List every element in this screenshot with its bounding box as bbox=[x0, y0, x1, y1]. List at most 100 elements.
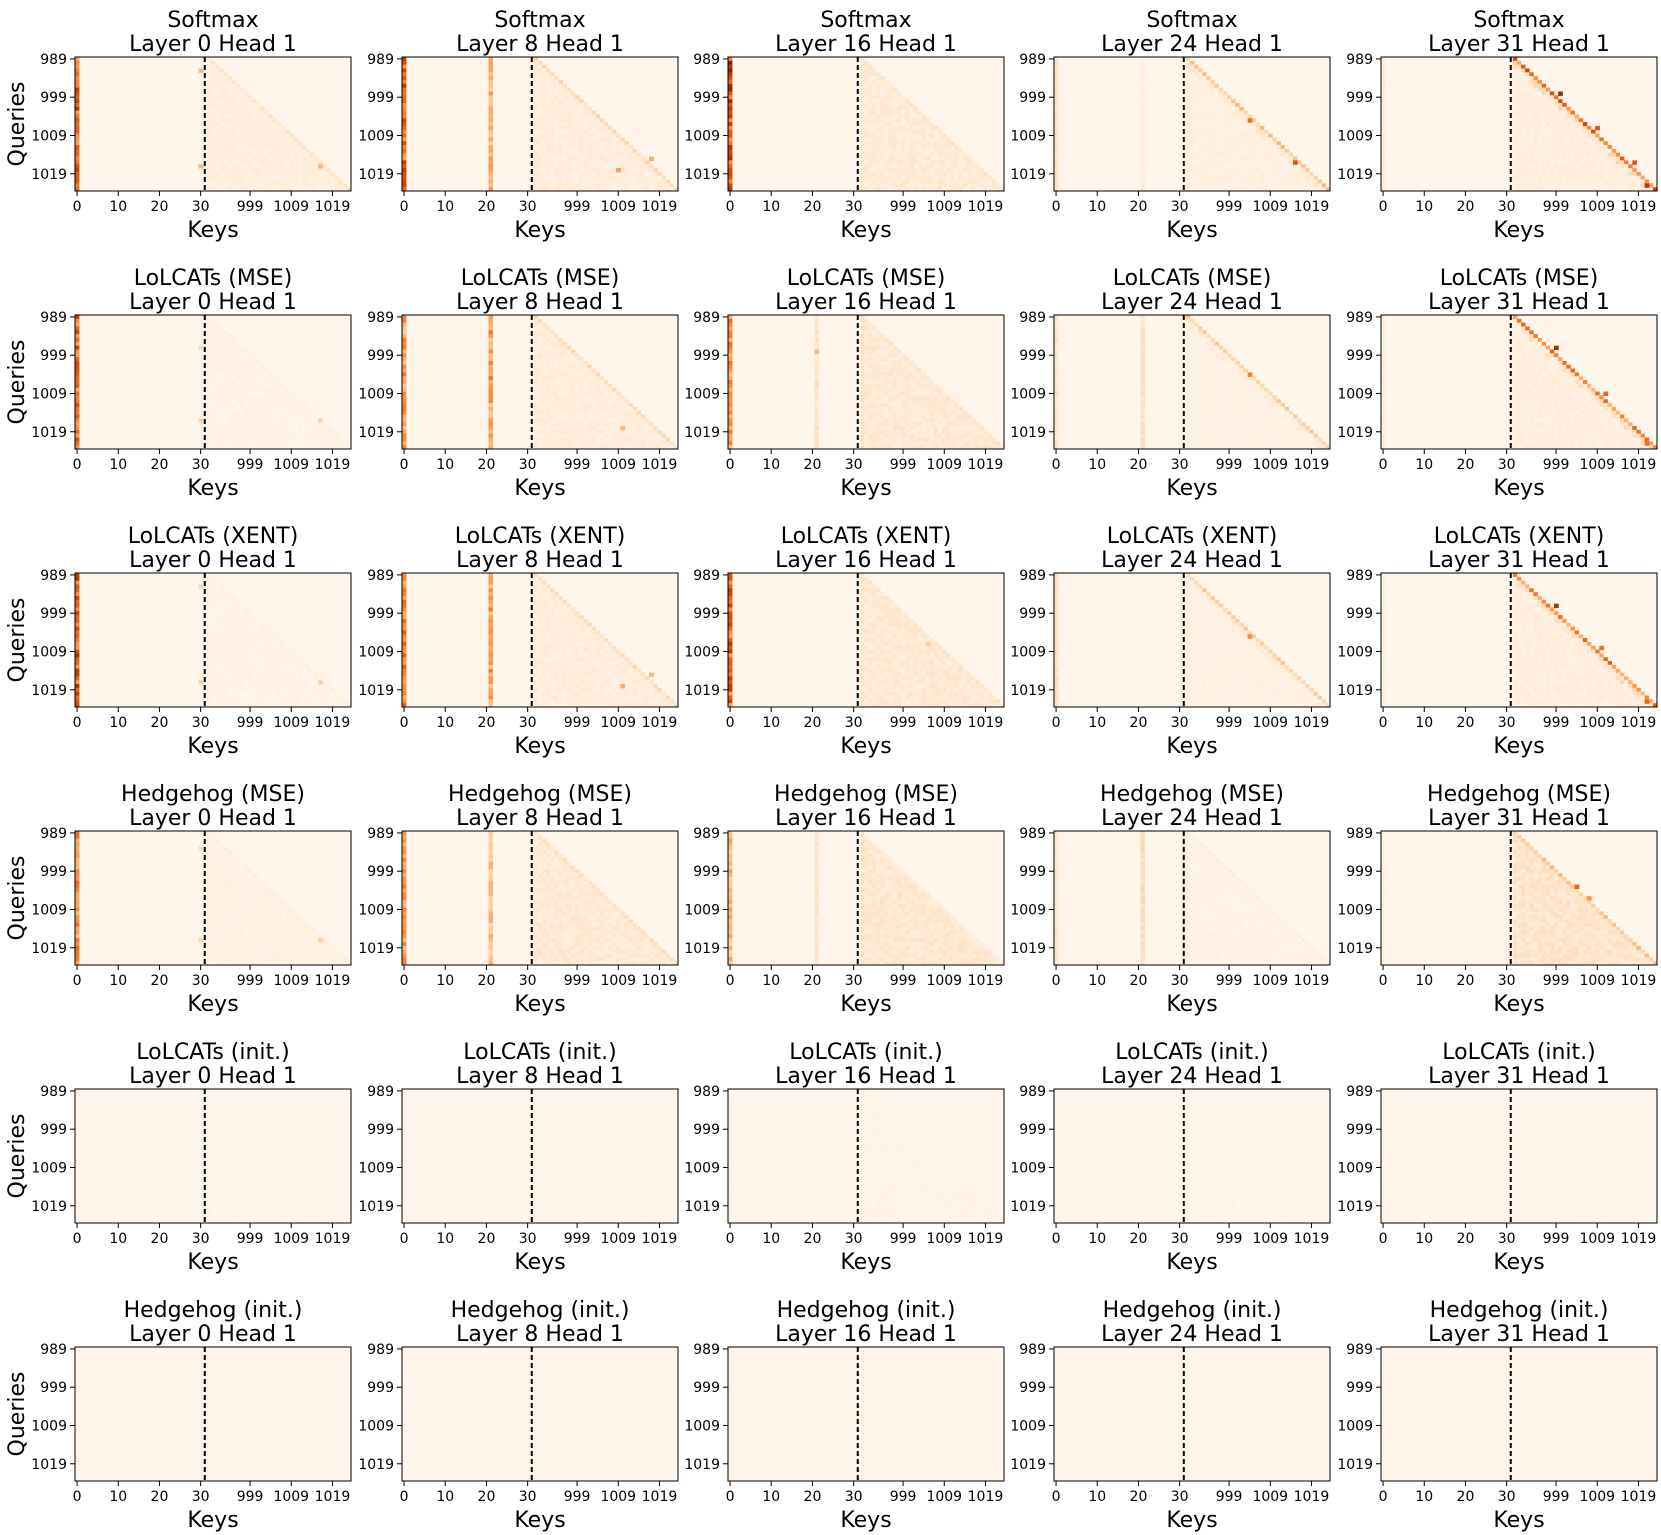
heatmap-cell bbox=[285, 395, 290, 400]
heatmap-cell bbox=[235, 353, 241, 358]
heatmap-cell bbox=[880, 187, 885, 192]
heatmap-cell bbox=[566, 118, 572, 123]
heatmap-cell bbox=[537, 395, 543, 400]
heatmap-cell bbox=[75, 83, 80, 88]
heatmap-cell bbox=[235, 376, 241, 381]
heatmap-cell bbox=[264, 164, 269, 169]
heatmap-cell bbox=[595, 437, 601, 442]
heatmap-cell bbox=[1591, 168, 1596, 173]
heatmap-cell bbox=[1309, 175, 1314, 180]
heatmap-cell bbox=[599, 391, 605, 396]
heatmap-cell bbox=[1512, 183, 1518, 188]
heatmap-cell bbox=[239, 418, 245, 423]
heatmap-cell bbox=[1545, 145, 1551, 150]
heatmap-cell bbox=[554, 345, 559, 350]
heatmap-cell bbox=[905, 168, 910, 173]
heatmap-cell bbox=[210, 426, 216, 431]
heatmap-cell bbox=[1582, 156, 1588, 161]
heatmap-cell bbox=[243, 441, 249, 446]
heatmap-cell bbox=[1611, 187, 1617, 192]
heatmap-cell bbox=[537, 129, 543, 134]
heatmap-cell bbox=[888, 164, 894, 169]
heatmap-cell bbox=[1558, 164, 1563, 169]
heatmap-cell bbox=[402, 133, 407, 138]
heatmap-cell bbox=[579, 364, 584, 369]
x-tick-label: 20 bbox=[151, 457, 169, 473]
heatmap-cell bbox=[884, 341, 889, 346]
heatmap-cell bbox=[402, 95, 407, 100]
heatmap-cell bbox=[223, 133, 228, 138]
heatmap-cell bbox=[264, 171, 269, 176]
heatmap-cell bbox=[268, 437, 274, 442]
heatmap-cell bbox=[554, 368, 559, 373]
heatmap-cell bbox=[1198, 83, 1203, 88]
heatmap-cell bbox=[1235, 110, 1240, 115]
heatmap-cell bbox=[219, 326, 224, 331]
heatmap-cell bbox=[607, 395, 613, 400]
heatmap-cell bbox=[550, 164, 555, 169]
heatmap-cell bbox=[75, 168, 80, 173]
heatmap-cell bbox=[1574, 114, 1580, 119]
heatmap-cell bbox=[276, 445, 282, 450]
heatmap-cell bbox=[863, 125, 869, 131]
heatmap-cell bbox=[1206, 171, 1211, 176]
heatmap-cell bbox=[1554, 148, 1559, 154]
heatmap-cell bbox=[550, 160, 555, 165]
heatmap-cell bbox=[75, 337, 80, 343]
heatmap-cell bbox=[607, 445, 613, 450]
heatmap-cell bbox=[1235, 125, 1240, 131]
heatmap-cell bbox=[888, 91, 894, 96]
heatmap-cell bbox=[876, 341, 881, 346]
heatmap-cell bbox=[537, 426, 543, 431]
heatmap-cell bbox=[289, 137, 294, 142]
heatmap-cell bbox=[239, 399, 245, 404]
heatmap-cell bbox=[227, 337, 232, 343]
heatmap-cell bbox=[876, 133, 881, 138]
heatmap-cell bbox=[235, 345, 241, 350]
heatmap-cell bbox=[579, 445, 584, 450]
heatmap-cell bbox=[1549, 106, 1555, 111]
heatmap-cell bbox=[905, 129, 910, 134]
heatmap-cell bbox=[318, 183, 323, 188]
heatmap-cell bbox=[1185, 102, 1191, 108]
heatmap-cell bbox=[632, 171, 638, 176]
heatmap-cell bbox=[1586, 125, 1592, 131]
heatmap-cell bbox=[728, 122, 733, 127]
heatmap-cell bbox=[1652, 187, 1658, 192]
heatmap-cell bbox=[979, 179, 984, 184]
heatmap-cell bbox=[558, 91, 563, 96]
heatmap-cell bbox=[252, 171, 257, 176]
heatmap-cell bbox=[1194, 83, 1199, 88]
heatmap-cell bbox=[533, 57, 539, 62]
heatmap-cell bbox=[1529, 160, 1534, 165]
heatmap-cell bbox=[991, 179, 997, 184]
heatmap-cell bbox=[562, 414, 568, 419]
heatmap-cell bbox=[239, 106, 245, 111]
heatmap-cell bbox=[309, 410, 315, 415]
heatmap-cell bbox=[661, 441, 666, 446]
heatmap-cell bbox=[554, 168, 559, 173]
heatmap-cell bbox=[289, 441, 294, 446]
heatmap-cell bbox=[888, 141, 894, 146]
heatmap-cell bbox=[603, 171, 609, 176]
heatmap-cell bbox=[1264, 183, 1269, 188]
heatmap-cell bbox=[264, 118, 269, 123]
heatmap-cell bbox=[1521, 148, 1526, 154]
heatmap-cell bbox=[583, 426, 588, 431]
heatmap-cell bbox=[1521, 114, 1526, 119]
heatmap-cell bbox=[533, 422, 539, 427]
heatmap-cell bbox=[1595, 141, 1600, 146]
heatmap-cell bbox=[215, 349, 220, 354]
heatmap-cell bbox=[1533, 160, 1538, 165]
heatmap-cell bbox=[1644, 187, 1650, 192]
heatmap-spot bbox=[649, 156, 654, 161]
heatmap-cell bbox=[210, 122, 216, 127]
heatmap-cell bbox=[260, 145, 265, 150]
heatmap-cell bbox=[1591, 171, 1596, 176]
heatmap-cell bbox=[620, 414, 625, 419]
heatmap-cell bbox=[1603, 152, 1608, 157]
heatmap-cell bbox=[728, 360, 733, 366]
heatmap-cell bbox=[575, 187, 580, 192]
heatmap-cell bbox=[1054, 83, 1059, 88]
heatmap-cell bbox=[301, 183, 306, 188]
